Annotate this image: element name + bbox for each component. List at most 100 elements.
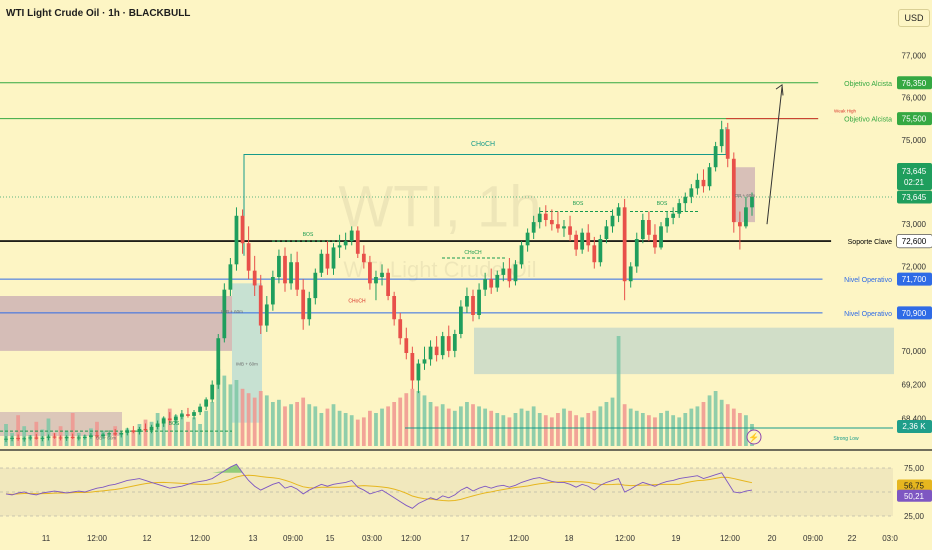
candle-body (216, 338, 221, 385)
candle-body (95, 435, 99, 437)
candle-body (228, 264, 233, 290)
candle-body (180, 414, 184, 417)
candle-body (519, 245, 524, 265)
ob-label: OB + 60m (96, 436, 117, 441)
candle-body (349, 230, 354, 242)
candle-body (155, 423, 160, 427)
volume-bar (222, 375, 227, 446)
candle-body (695, 179, 700, 189)
candle-body (398, 319, 403, 339)
price-tick: 70,000 (902, 347, 927, 356)
lightning-icon (746, 429, 762, 445)
volume-bar (361, 417, 366, 446)
time-tick: 22 (848, 534, 857, 543)
chart-title: WTI Light Crude Oil · 1h · BLACKBULL (6, 8, 191, 19)
candle-body (495, 274, 500, 288)
candle-body (301, 289, 306, 320)
candle-body (659, 226, 663, 248)
time-tick: 09:00 (283, 534, 304, 543)
rsi-overbought-fill (212, 464, 243, 473)
rsi-ma-badge (897, 479, 932, 492)
time-tick: 13 (249, 534, 258, 543)
candle-body (113, 433, 118, 435)
strong-low-label: Strong Low (833, 436, 859, 442)
candle-body (167, 418, 172, 421)
currency-button[interactable]: USD (898, 9, 930, 27)
candle-body (744, 207, 748, 227)
candle-body (665, 217, 669, 227)
level-name-bg (818, 77, 893, 88)
current-price-badge-2 (897, 190, 932, 204)
volume-bar (289, 404, 293, 446)
candle-body (616, 207, 621, 216)
volume-bar (192, 417, 196, 446)
candle-body (198, 406, 202, 413)
candle-body (270, 277, 275, 305)
candle-body (556, 224, 560, 229)
rsi-tick: 75,00 (904, 464, 925, 473)
volume-bar (725, 404, 730, 446)
time-tick: 11 (42, 534, 51, 543)
candle-body (246, 243, 251, 271)
candle-body (671, 213, 676, 218)
volume-bar (319, 413, 324, 446)
candle-body (677, 203, 682, 214)
candle-body (458, 306, 463, 334)
candle-body (149, 426, 154, 431)
volume-bar (337, 410, 342, 446)
volume-bar (519, 408, 524, 446)
volume-bar (355, 419, 360, 446)
candle-body (82, 437, 87, 439)
candle-body (543, 213, 548, 220)
volume-bar (374, 413, 378, 446)
candle-body (465, 296, 469, 307)
time-tick: 12:00 (401, 534, 422, 543)
level-name: Nivel Operativo (844, 311, 892, 318)
candle-body (653, 234, 657, 248)
candle-body (313, 272, 318, 299)
volume-bar (616, 336, 621, 446)
volume-bar (349, 415, 354, 446)
volume-bar (392, 402, 397, 446)
level-name-bg (822, 274, 893, 285)
candle-body (410, 353, 415, 381)
level-badge (897, 306, 932, 320)
volume-bar (604, 402, 609, 446)
time-tick: 09:00 (803, 534, 824, 543)
candle-body (258, 285, 263, 326)
price-tick: 76,000 (902, 94, 927, 103)
volume-bar (398, 397, 403, 446)
volume-bar (228, 384, 233, 446)
weak-high-label: Weak High (834, 108, 856, 113)
volume-bar (513, 413, 518, 446)
candle-body (604, 226, 609, 239)
volume-bar (440, 404, 445, 446)
volume-bar (677, 417, 682, 446)
bos-label: BOS (657, 201, 668, 207)
volume-bar (586, 413, 591, 446)
candle-body (622, 207, 627, 282)
candle-body (513, 264, 518, 282)
choch-small-label: CHoCH (464, 250, 482, 256)
candle-body (277, 255, 281, 277)
candle-body (264, 304, 269, 326)
candle-body (477, 289, 481, 315)
projection-arrow (766, 86, 783, 225)
volume-bar (313, 406, 318, 446)
candle-body (701, 179, 706, 187)
candle-body (731, 158, 736, 223)
volume-bar (531, 406, 536, 446)
volume-bar (647, 415, 651, 446)
candle-body (125, 430, 130, 433)
price-tick: 75,000 (902, 136, 927, 145)
candle-body (586, 232, 591, 246)
volume-bar (410, 388, 415, 446)
candle-body (713, 146, 718, 168)
candle-body (10, 437, 14, 439)
candle-body (750, 196, 754, 208)
candle-body (386, 272, 390, 296)
rsi-value: 50,21 (904, 492, 925, 501)
volume-bar (155, 413, 160, 446)
candle-body (283, 255, 287, 284)
